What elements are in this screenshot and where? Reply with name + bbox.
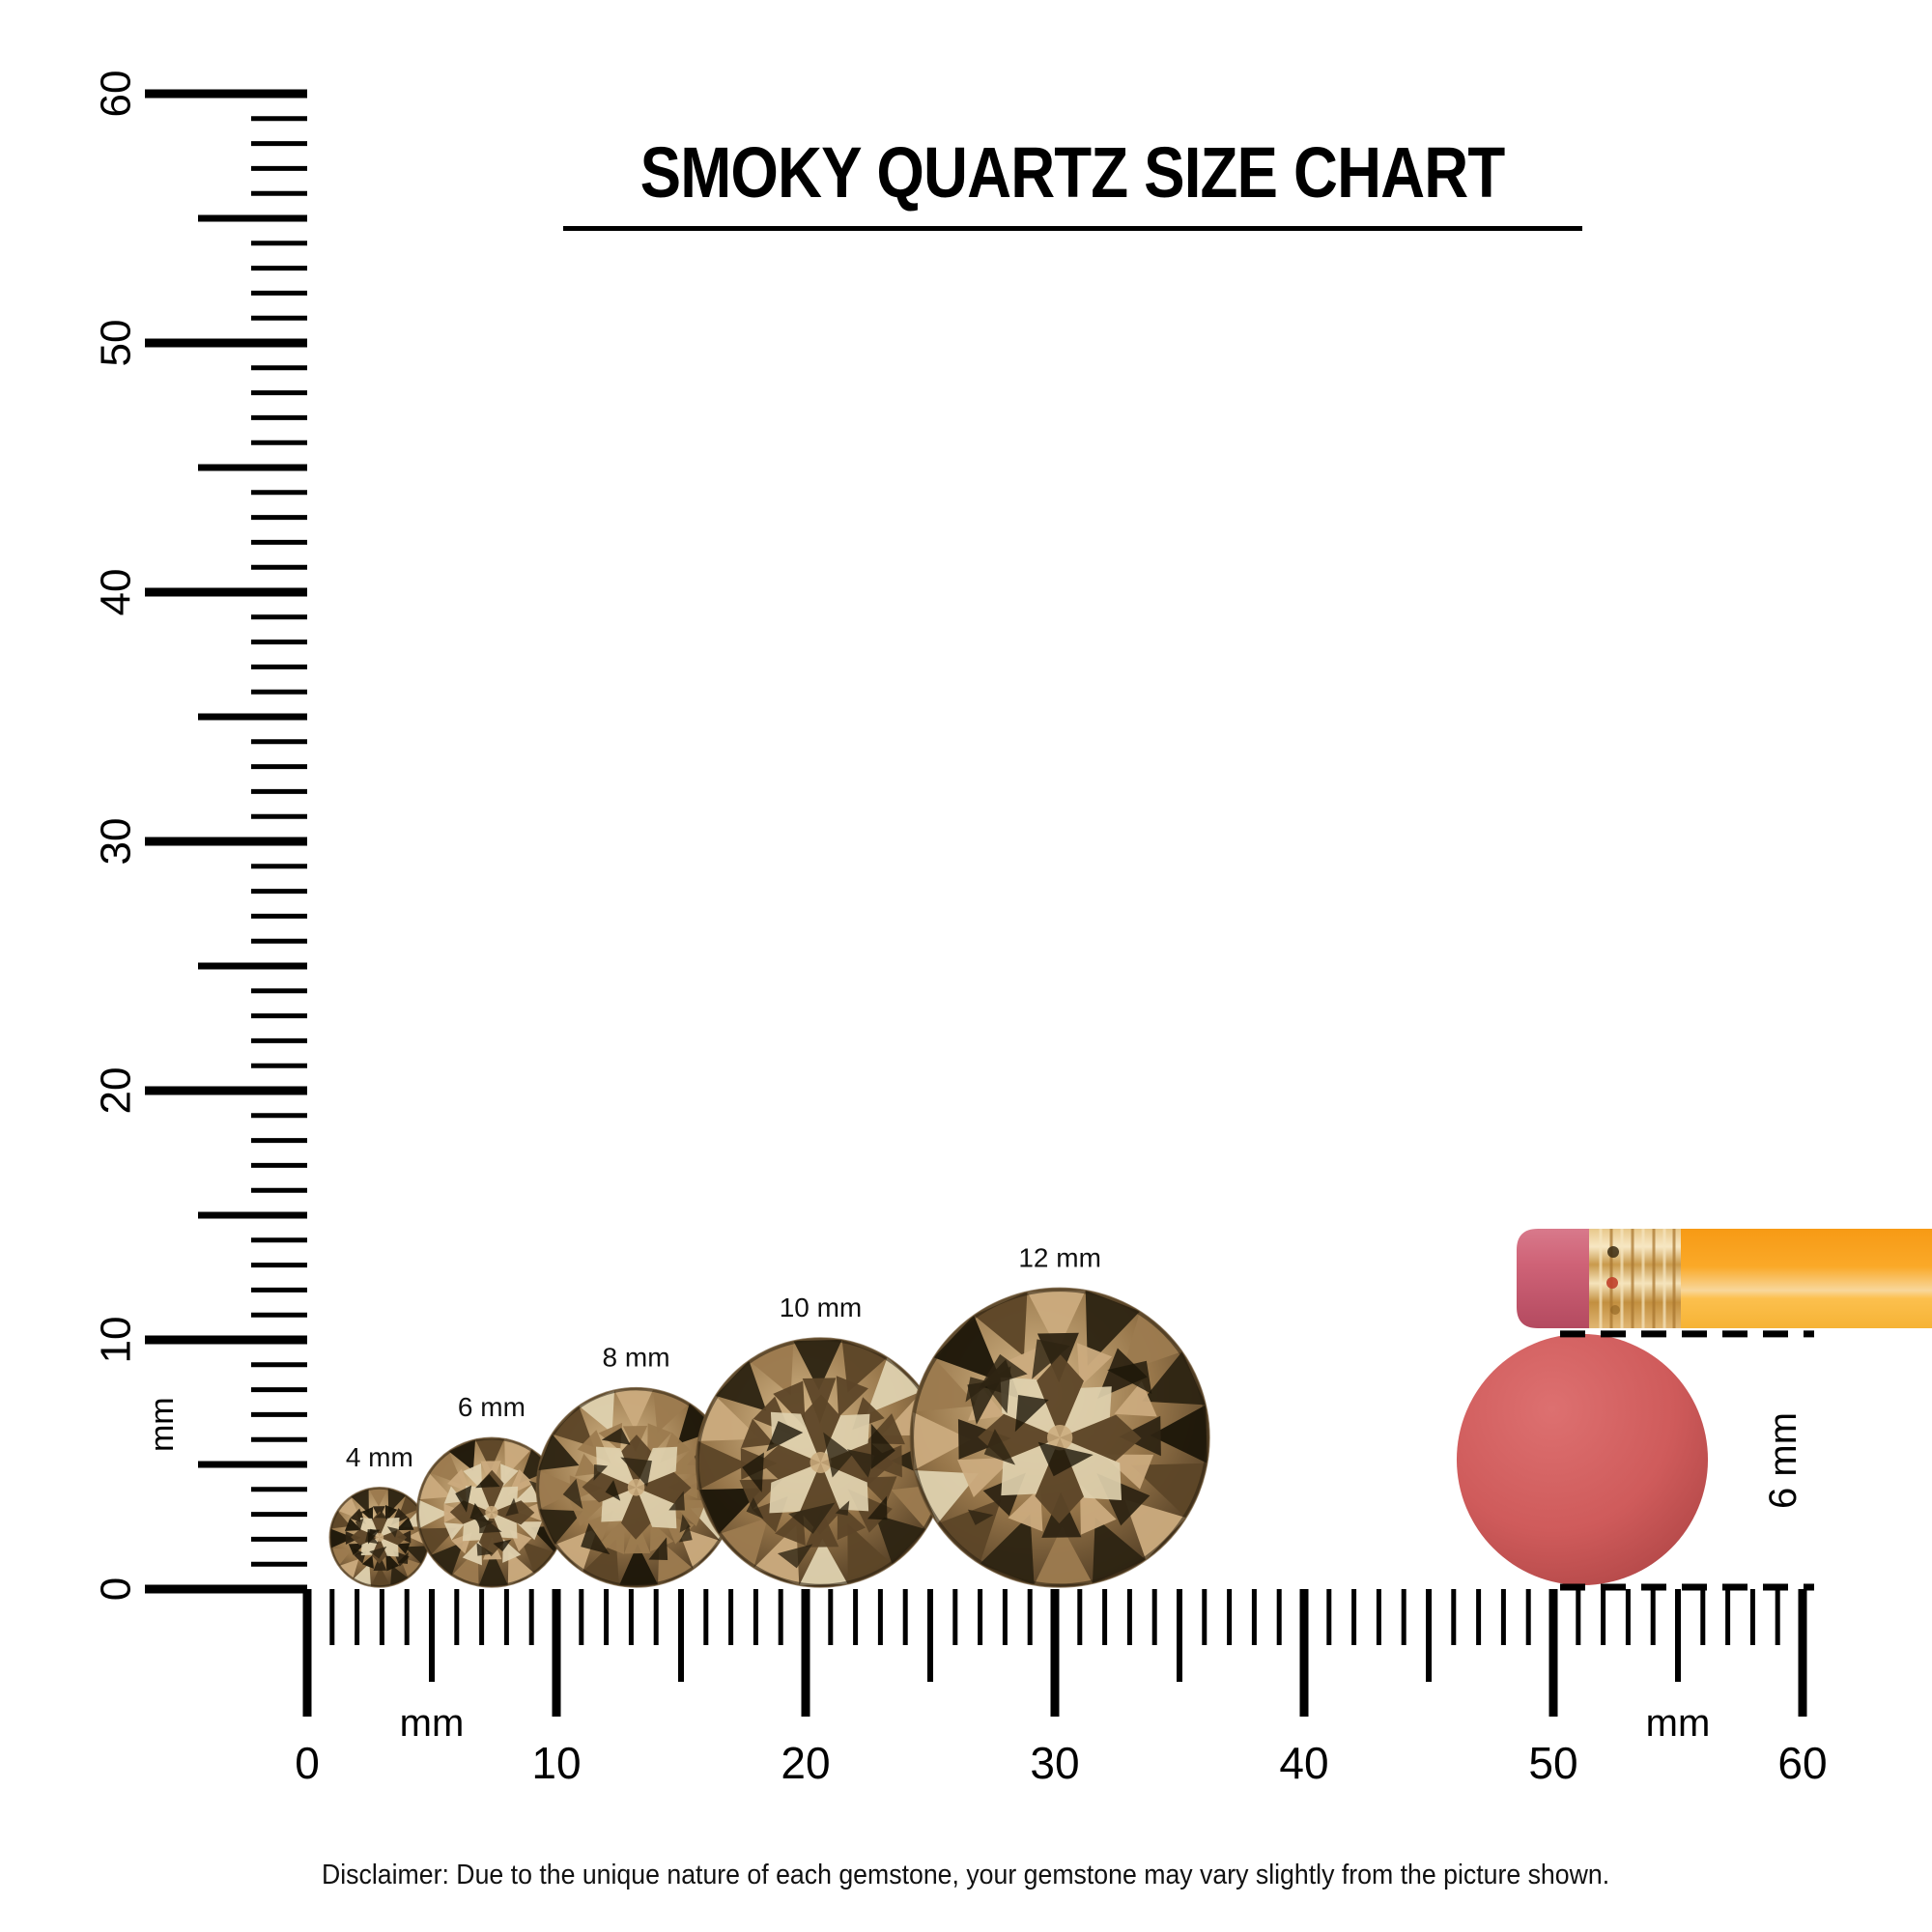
- gem-label-12-mm: 12 mm: [1018, 1242, 1101, 1272]
- pencil-body: [1681, 1229, 1932, 1328]
- vertical-ruler-label-60: 60: [93, 71, 140, 118]
- vertical-ruler-ticks: [145, 89, 307, 1594]
- pencil-reference: [1517, 1229, 1932, 1328]
- gem-layer: [328, 1287, 1210, 1588]
- horizontal-ruler-label-50: 50: [1528, 1738, 1577, 1788]
- vertical-ruler-label-50: 50: [93, 320, 140, 367]
- title-underline: [562, 226, 1582, 231]
- horizontal-ruler-unit-label: mm: [400, 1702, 465, 1745]
- horizontal-ruler-label-20: 20: [781, 1738, 830, 1788]
- horizontal-ruler-label-40: 40: [1279, 1738, 1328, 1788]
- gem-label-8-mm: 8 mm: [603, 1343, 670, 1373]
- gemstone: [909, 1287, 1210, 1588]
- ferrule-dimple: [1606, 1277, 1618, 1289]
- horizontal-ruler-label-10: 10: [531, 1738, 581, 1788]
- vertical-ruler-unit-label: mm: [144, 1397, 181, 1452]
- pencil-ferrule-ridges: [1599, 1229, 1676, 1328]
- horizontal-ruler-label-30: 30: [1030, 1738, 1079, 1788]
- horizontal-ruler-labels: 0 10 20 30 40 50 60: [295, 1738, 1827, 1788]
- vertical-ruler-labels: 0 10 20 30 40 50 60: [93, 71, 140, 1602]
- gemstone: [535, 1386, 737, 1588]
- ferrule-dimple: [1610, 1305, 1620, 1315]
- vertical-ruler-label-30: 30: [93, 818, 140, 866]
- pencil-eraser-face-group: 6 mm: [1456, 1330, 1814, 1591]
- horizontal-ruler-ticks: [302, 1589, 1807, 1717]
- gem-size-labels: 4 mm 6 mm 8 mm 10 mm 12 mm: [346, 1242, 1101, 1471]
- vertical-ruler-label-10: 10: [93, 1317, 140, 1364]
- pencil-eraser-face: [1456, 1333, 1709, 1585]
- vertical-ruler-label-20: 20: [93, 1067, 140, 1115]
- pencil-ferrule: [1589, 1229, 1681, 1328]
- page-title-block: SMOKY QUARTZ SIZE CHART: [541, 135, 1604, 231]
- gemstone: [415, 1436, 568, 1588]
- pencil-eraser: [1517, 1229, 1589, 1328]
- page-title: SMOKY QUARTZ SIZE CHART: [639, 132, 1506, 213]
- ruler-origin-lines: [145, 1584, 312, 1717]
- vertical-ruler-label-40: 40: [93, 569, 140, 616]
- eraser-dimension-label: 6 mm: [1762, 1412, 1804, 1509]
- horizontal-ruler-label-60: 60: [1777, 1738, 1827, 1788]
- horizontal-ruler-unit-label-right: mm: [1646, 1702, 1711, 1745]
- ferrule-dimple: [1607, 1246, 1619, 1258]
- disclaimer-text: Disclaimer: Due to the unique nature of …: [322, 1860, 1610, 1890]
- disclaimer-block: Disclaimer: Due to the unique nature of …: [0, 1860, 1932, 1891]
- gem-label-6-mm: 6 mm: [458, 1392, 526, 1422]
- gem-label-4-mm: 4 mm: [346, 1442, 413, 1472]
- horizontal-ruler-label-0: 0: [295, 1738, 320, 1788]
- gem-label-10-mm: 10 mm: [780, 1293, 863, 1322]
- gemstone: [695, 1337, 947, 1588]
- gemstone: [328, 1487, 431, 1588]
- vertical-ruler-label-0: 0: [93, 1577, 140, 1601]
